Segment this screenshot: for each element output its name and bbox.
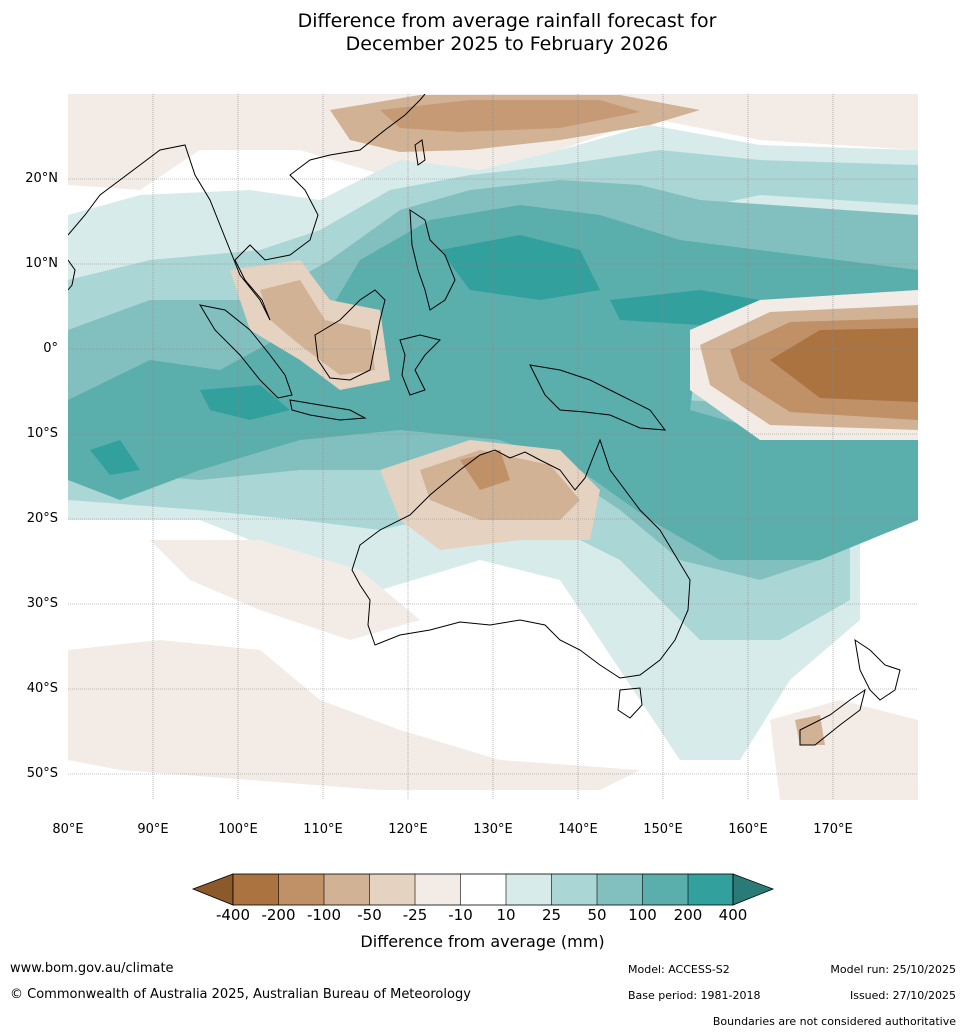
coastline-australia bbox=[351, 438, 691, 679]
colorbar-segment-5 bbox=[415, 874, 461, 905]
colorbar-extend-high bbox=[732, 873, 775, 906]
lon-label-140e: 140°E bbox=[558, 822, 598, 837]
colorbar-tick-label: 400 bbox=[718, 906, 748, 924]
colorbar-tick-label: 25 bbox=[541, 906, 562, 924]
coastlines bbox=[68, 94, 901, 746]
colorbar-border bbox=[232, 873, 734, 906]
colorbar-tick-label: -200 bbox=[261, 906, 296, 924]
colorbar-segment-1 bbox=[233, 874, 279, 905]
colorbar-title: Difference from average (mm) bbox=[360, 932, 605, 951]
footer-model-run: Model run: 25/10/2025 bbox=[830, 963, 956, 976]
coastline-java bbox=[289, 399, 367, 421]
colorbar-tick-label: 200 bbox=[673, 906, 703, 924]
coastline-mainland-asia bbox=[68, 94, 426, 321]
colorbar-segment-8 bbox=[551, 874, 597, 905]
colorbar-segment-9 bbox=[597, 874, 643, 905]
colorbar bbox=[191, 873, 775, 906]
coastline-new-zealand-south bbox=[799, 688, 866, 746]
lat-label-40s: 40°S bbox=[26, 681, 58, 696]
coastline-new-zealand-north bbox=[854, 638, 901, 701]
lon-label-100e: 100°E bbox=[218, 822, 258, 837]
lat-label-0: 0° bbox=[43, 341, 58, 356]
title-line-2: December 2025 to February 2026 bbox=[345, 33, 669, 55]
colorbar-segment-6 bbox=[460, 874, 506, 905]
colorbar-tick-label: -25 bbox=[402, 906, 428, 924]
colorbar-tick-label: 100 bbox=[628, 906, 657, 924]
dry-region-maritime-core bbox=[260, 280, 375, 375]
colorbar-tick-label: -100 bbox=[306, 906, 342, 924]
colorbar-dividers bbox=[278, 874, 689, 905]
lat-label-10n: 10°N bbox=[25, 256, 58, 271]
lat-label-20s: 20°S bbox=[26, 511, 58, 526]
map-field bbox=[68, 94, 918, 800]
footer-base-period: Base period: 1981-2018 bbox=[628, 989, 761, 1002]
lon-label-160e: 160°E bbox=[728, 822, 768, 837]
wet-region-very-heavy-3 bbox=[200, 385, 290, 420]
colorbar-tick-label: -10 bbox=[448, 906, 473, 924]
footer-disclaimer: Boundaries are not considered authoritat… bbox=[712, 1015, 956, 1028]
wet-region-very-heavy-4 bbox=[90, 440, 140, 475]
dry-region-nz-core bbox=[795, 715, 825, 745]
coastline-taiwan bbox=[414, 139, 426, 166]
lon-label-80e: 80°E bbox=[52, 822, 84, 837]
dry-region-nz bbox=[770, 700, 918, 800]
coastline-sumatra bbox=[198, 304, 293, 399]
coastline-sri-lanka bbox=[68, 259, 76, 291]
colorbar-tick-label: 50 bbox=[587, 906, 607, 924]
coastline-philippines bbox=[409, 209, 456, 311]
dry-region-southern-ocean bbox=[68, 640, 640, 790]
dry-region-west-australia bbox=[150, 540, 420, 640]
colorbar-segment-4 bbox=[369, 874, 415, 905]
lon-label-150e: 150°E bbox=[643, 822, 683, 837]
coastline-sulawesi bbox=[399, 334, 441, 396]
colorbar-extend-low bbox=[191, 873, 234, 906]
colorbar-segment-3 bbox=[324, 874, 370, 905]
lat-label-10s: 10°S bbox=[26, 426, 58, 441]
coastline-new-guinea bbox=[529, 364, 667, 431]
colorbar-tick-label: -50 bbox=[357, 906, 382, 924]
coastline-tasmania bbox=[617, 687, 643, 719]
lat-label-50s: 50°S bbox=[26, 766, 58, 781]
colorbar-segment-10 bbox=[642, 874, 688, 905]
colorbar-segment-11 bbox=[688, 874, 733, 905]
colorbar-tick-label: -400 bbox=[215, 906, 251, 924]
dry-region-north-australia-strong bbox=[460, 450, 510, 490]
footer-website-link[interactable]: www.bom.gov.au/climate bbox=[10, 961, 174, 976]
colorbar-tick-label: 10 bbox=[496, 906, 516, 924]
lon-label-170e: 170°E bbox=[813, 822, 853, 837]
coastline-borneo bbox=[314, 289, 386, 381]
lat-label-30s: 30°S bbox=[26, 596, 58, 611]
lon-label-110e: 110°E bbox=[303, 822, 343, 837]
footer-issued: Issued: 27/10/2025 bbox=[849, 989, 956, 1002]
wet-region-very-heavy bbox=[440, 235, 600, 300]
lon-label-130e: 130°E bbox=[473, 822, 513, 837]
footer-model: Model: ACCESS-S2 bbox=[628, 963, 730, 976]
colorbar-segment-7 bbox=[506, 874, 552, 905]
colorbar-segment-2 bbox=[278, 874, 324, 905]
lon-label-120e: 120°E bbox=[388, 822, 428, 837]
dry-region-pacific-core bbox=[770, 328, 918, 402]
wet-region-very-heavy-2 bbox=[610, 290, 760, 325]
footer-copyright: © Commonwealth of Australia 2025, Austra… bbox=[10, 987, 471, 1002]
dry-region-north-strong bbox=[380, 100, 640, 132]
title-line-1: Difference from average rainfall forecas… bbox=[297, 10, 717, 32]
gridlines bbox=[68, 94, 918, 800]
dry-region-north-australia-core bbox=[420, 450, 580, 520]
lon-label-90e: 90°E bbox=[137, 822, 169, 837]
lat-label-20n: 20°N bbox=[25, 171, 58, 186]
map-title: Difference from average rainfall forecas… bbox=[0, 10, 965, 56]
